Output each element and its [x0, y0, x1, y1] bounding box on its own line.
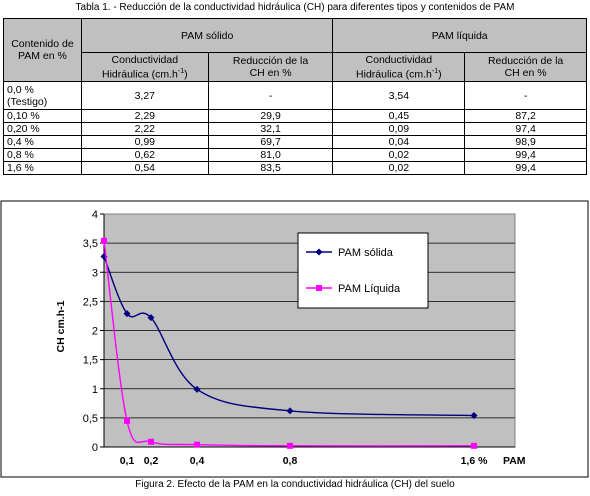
- cell-ch-liquid: 0,02: [332, 148, 466, 162]
- cell-red-liquid: 87,2: [464, 109, 587, 123]
- cell-ch-solid: 3,27: [80, 81, 209, 110]
- cell-ch-solid: 0,54: [80, 161, 209, 175]
- cell-red-liquid: 99,4: [464, 161, 587, 175]
- table-subheader-row: Conductividad Hidráulica (cm.h-1) Reducc…: [4, 52, 587, 82]
- y-tick-label: 3: [92, 267, 98, 279]
- row-label: 0,10 %: [3, 109, 82, 123]
- data-point-liquid: [194, 441, 200, 448]
- col-header-red-line2: CH en %: [249, 67, 292, 79]
- legend-label: PAM sólida: [338, 247, 394, 259]
- data-point-solid: [470, 412, 478, 420]
- table-row: 0,8 % 0,62 81,0 0,02 99,4: [3, 148, 587, 162]
- col-header-red-line1: Reducción de la: [487, 55, 564, 67]
- y-tick-label: 1: [92, 384, 98, 396]
- figure-caption: Figura 2. Efecto de la PAM en la conduct…: [135, 479, 455, 490]
- cell-ch-liquid: 0,09: [332, 122, 466, 136]
- y-tick-label: 3,5: [83, 238, 98, 250]
- cell-ch-solid: 0,62: [80, 148, 209, 162]
- y-tick-label: 2: [92, 326, 98, 338]
- row-label: 0,0 % (Testigo): [3, 81, 82, 110]
- col-header-ch-line2: Hidráulica (cm.h: [356, 68, 432, 81]
- data-point-liquid: [471, 442, 477, 449]
- legend-box: [297, 232, 429, 309]
- col-header-ch-line2: Hidráulica (cm.h: [102, 68, 178, 81]
- cell-red-solid: 32,1: [207, 122, 334, 136]
- row-label-line2: (Testigo): [7, 95, 48, 108]
- data-point-liquid: [101, 237, 107, 244]
- cell-red-solid: 81,0: [207, 148, 334, 162]
- cell-red-solid: 29,9: [207, 109, 334, 123]
- y-tick-label: 1,5: [83, 355, 98, 367]
- legend-label: PAM Líquida: [338, 283, 401, 295]
- cell-ch-solid: 2,22: [80, 122, 209, 136]
- data-point-liquid: [287, 442, 293, 449]
- x-tick-label: 0,1: [120, 455, 135, 467]
- table-row: 0,4 % 0,99 69,7 0,04 98,9: [3, 135, 587, 149]
- table-row: 0,20 % 2,22 32,1 0,09 97,4: [3, 122, 587, 136]
- cell-red-solid: 83,5: [207, 161, 334, 175]
- col-header-ch-line1: Conductividad: [365, 53, 433, 66]
- cell-red-solid: -: [207, 81, 334, 110]
- data-point-liquid: [124, 417, 130, 424]
- col-header-red-line1: Reducción de la: [232, 55, 309, 67]
- data-point-liquid: [148, 438, 154, 445]
- table-caption: Tabla 1. - Reducción de la conductividad…: [75, 2, 515, 13]
- cell-ch-liquid: 0,45: [332, 109, 466, 123]
- data-point-solid: [286, 407, 294, 415]
- row-label: 0,20 %: [3, 122, 82, 136]
- data-point-solid: [123, 310, 131, 318]
- conductivity-table: Contenido de PAM en % PAM sólido PAM líq…: [3, 18, 587, 175]
- y-tick-label: 4: [92, 209, 98, 221]
- x-tick-label: 1,6 %: [461, 455, 489, 467]
- col-header-red-solid: Reducción de la CH en %: [207, 52, 334, 82]
- y-tick-label: 0,5: [83, 413, 98, 425]
- series-line-liquid: [103, 240, 475, 447]
- group-header-liquid: PAM líquida: [332, 18, 587, 53]
- cell-ch-solid: 2,29: [80, 109, 209, 123]
- row-header-line2: PAM en %: [18, 50, 67, 62]
- col-header-ch-close: ): [438, 68, 442, 81]
- cell-red-liquid: -: [464, 81, 587, 110]
- table-row: 0,10 % 2,29 29,9 0,45 87,2: [3, 109, 587, 123]
- col-header-ch-liquid: Conductividad Hidráulica (cm.h-1): [332, 52, 466, 82]
- cell-red-liquid: 97,4: [464, 122, 587, 136]
- col-header-ch-line1: Conductividad: [111, 53, 179, 66]
- cell-ch-solid: 0,99: [80, 135, 209, 149]
- y-tick-label: 2,5: [83, 296, 98, 308]
- group-header-solid: PAM sólido: [80, 18, 334, 53]
- cell-red-liquid: 99,4: [464, 148, 587, 162]
- x-axis-label: PAM: [503, 455, 526, 467]
- col-header-ch-solid: Conductividad Hidráulica (cm.h-1): [80, 52, 209, 82]
- col-header-ch-sup: -1: [431, 67, 439, 75]
- hydraulic-conductivity-chart: 0 0,5 1 1,5 2 2,5 3 3,5 4 0,1 0,2 0,4 0,8 1,6 % PAM CH …: [0, 200, 589, 478]
- row-header-line1: Contenido de: [11, 38, 74, 50]
- y-axis-label: CH cm.h-1: [55, 300, 67, 352]
- legend-marker-liquid: [316, 285, 322, 291]
- cell-red-liquid: 98,9: [464, 135, 587, 149]
- y-tick-label: 0: [92, 442, 98, 454]
- row-label: 1,6 %: [3, 161, 82, 175]
- row-label: 0,4 %: [3, 135, 82, 149]
- data-point-solid: [193, 385, 201, 393]
- col-header-red-liquid: Reducción de la CH en %: [464, 52, 587, 82]
- x-tick-label: 0,2: [144, 455, 159, 467]
- data-point-solid: [147, 314, 155, 322]
- col-header-ch-sup: -1: [177, 67, 185, 75]
- x-tick-label: 0,4: [190, 455, 205, 467]
- table-header-row: Contenido de PAM en % PAM sólido PAM líq…: [3, 18, 587, 82]
- row-header-cell: Contenido de PAM en %: [3, 18, 82, 82]
- col-header-red-line2: CH en %: [504, 67, 547, 79]
- cell-ch-liquid: 0,04: [332, 135, 466, 149]
- table-row: 1,6 % 0,54 83,5 0,02 99,4: [3, 161, 587, 175]
- cell-ch-liquid: 3,54: [332, 81, 466, 110]
- x-tick-label: 0,8: [283, 455, 298, 467]
- cell-ch-liquid: 0,02: [332, 161, 466, 175]
- legend-marker-solid: [315, 248, 323, 256]
- table-row: 0,0 % (Testigo) 3,27 - 3,54 -: [3, 81, 587, 110]
- col-header-ch-close: ): [184, 68, 188, 81]
- row-label: 0,8 %: [3, 148, 82, 162]
- row-label-line1: 0,0 %: [7, 83, 34, 96]
- cell-red-solid: 69,7: [207, 135, 334, 149]
